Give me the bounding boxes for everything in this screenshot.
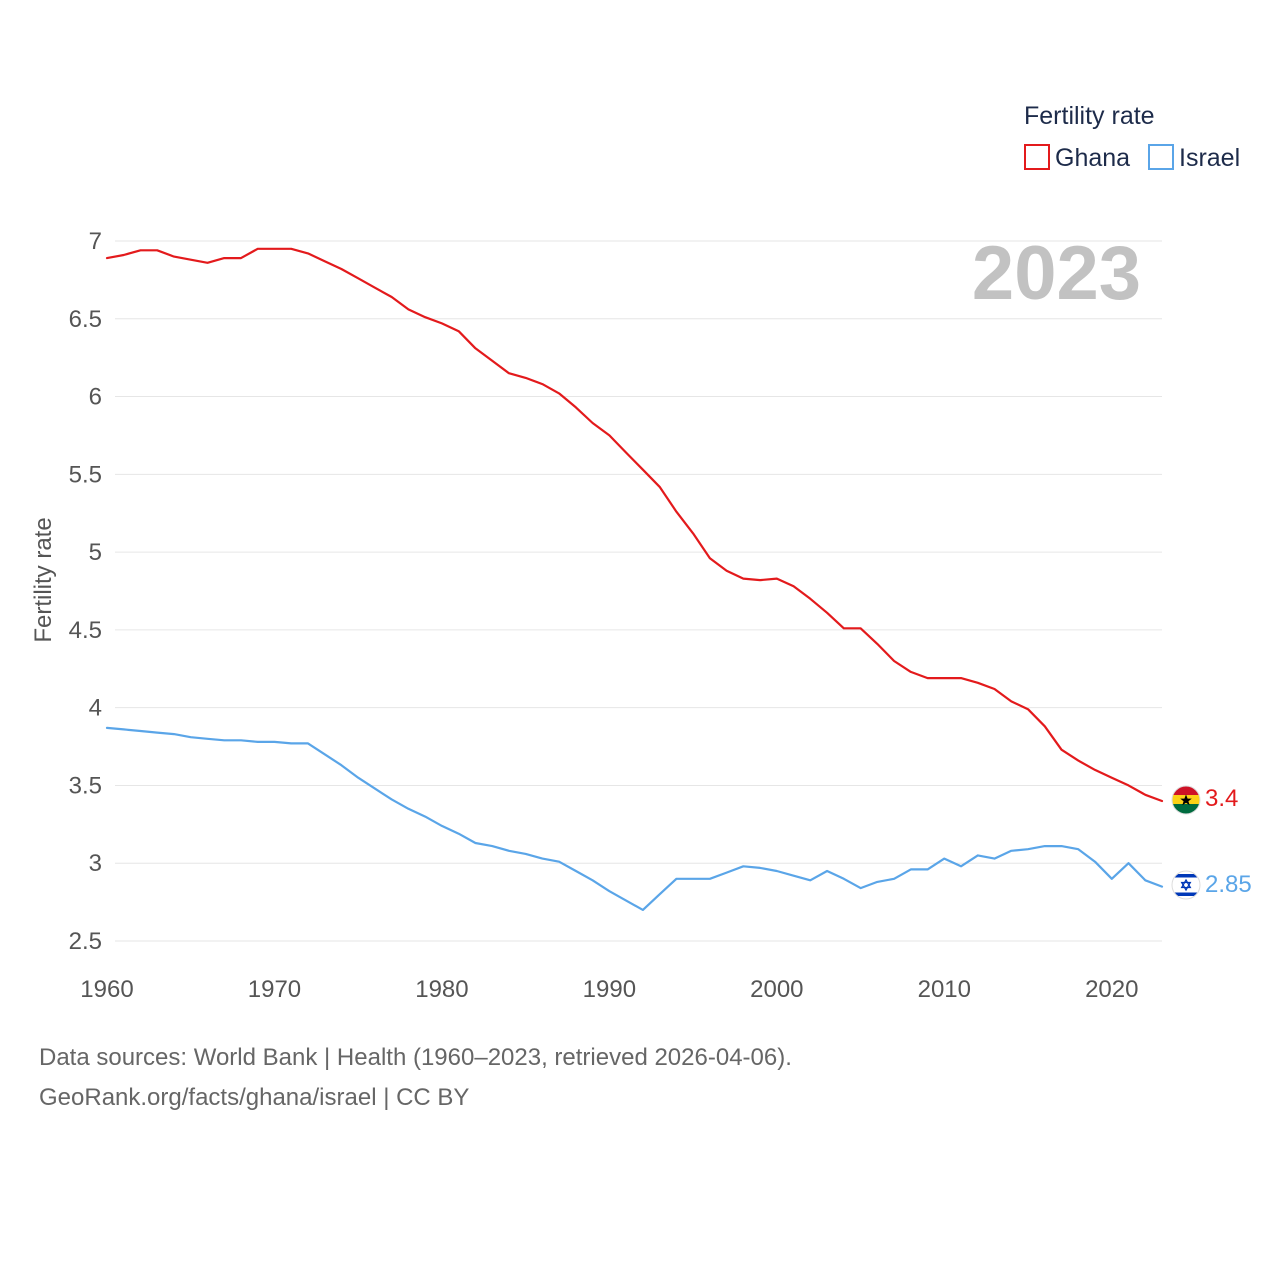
y-tick-label: 4.5 (69, 617, 102, 644)
year-watermark: 2023 (972, 231, 1141, 316)
y-tick-label: 4 (89, 695, 102, 722)
end-value-label-israel: 2.85 (1205, 871, 1252, 898)
x-tick-label: 2020 (1085, 976, 1138, 1003)
y-tick-label: 3 (89, 850, 102, 877)
y-tick-label: 7 (89, 228, 102, 255)
x-tick-label: 1960 (80, 976, 133, 1003)
y-tick-label: 5.5 (69, 461, 102, 488)
grid-lines (115, 240, 1162, 942)
ghana-flag-icon (1171, 785, 1201, 815)
y-tick-label: 6.5 (69, 306, 102, 333)
legend-title: Fertility rate (1024, 102, 1155, 130)
series-lines (105, 247, 1164, 912)
legend-swatch-ghana (1024, 144, 1050, 170)
y-tick-label: 5 (89, 539, 102, 566)
x-tick-label: 2000 (750, 976, 803, 1003)
x-tick-label: 1990 (583, 976, 636, 1003)
x-tick-label: 2010 (918, 976, 971, 1003)
legend-item-israel[interactable]: Israel (1148, 144, 1240, 172)
y-tick-label: 3.5 (69, 772, 102, 799)
x-axis-ticks: 1960 1970 1980 1990 2000 2010 2020 (80, 976, 1138, 1003)
y-axis-ticks: 2.5 3 3.5 4 4.5 5 5.5 6 6.5 7 (69, 228, 102, 955)
source-text: Data sources: World Bank | Health (1960–… (39, 1044, 792, 1071)
israel-flag-icon (1171, 870, 1201, 900)
series-line-israel (105, 726, 1164, 912)
series-line-ghana (105, 247, 1164, 803)
x-tick-label: 1980 (415, 976, 468, 1003)
source-link-text[interactable]: GeoRank.org/facts/ghana/israel | CC BY (39, 1084, 470, 1111)
legend-label-israel: Israel (1179, 144, 1240, 172)
end-value-label-ghana: 3.4 (1205, 785, 1238, 812)
x-tick-label: 1970 (248, 976, 301, 1003)
y-tick-label: 2.5 (69, 928, 102, 955)
legend-label-ghana: Ghana (1055, 144, 1130, 172)
legend-swatch-israel (1148, 144, 1174, 170)
y-axis-label: Fertility rate (30, 517, 57, 642)
y-tick-label: 6 (89, 384, 102, 411)
legend-item-ghana[interactable]: Ghana (1024, 144, 1130, 172)
legend: Fertility rate Ghana Israel (1024, 102, 1240, 172)
